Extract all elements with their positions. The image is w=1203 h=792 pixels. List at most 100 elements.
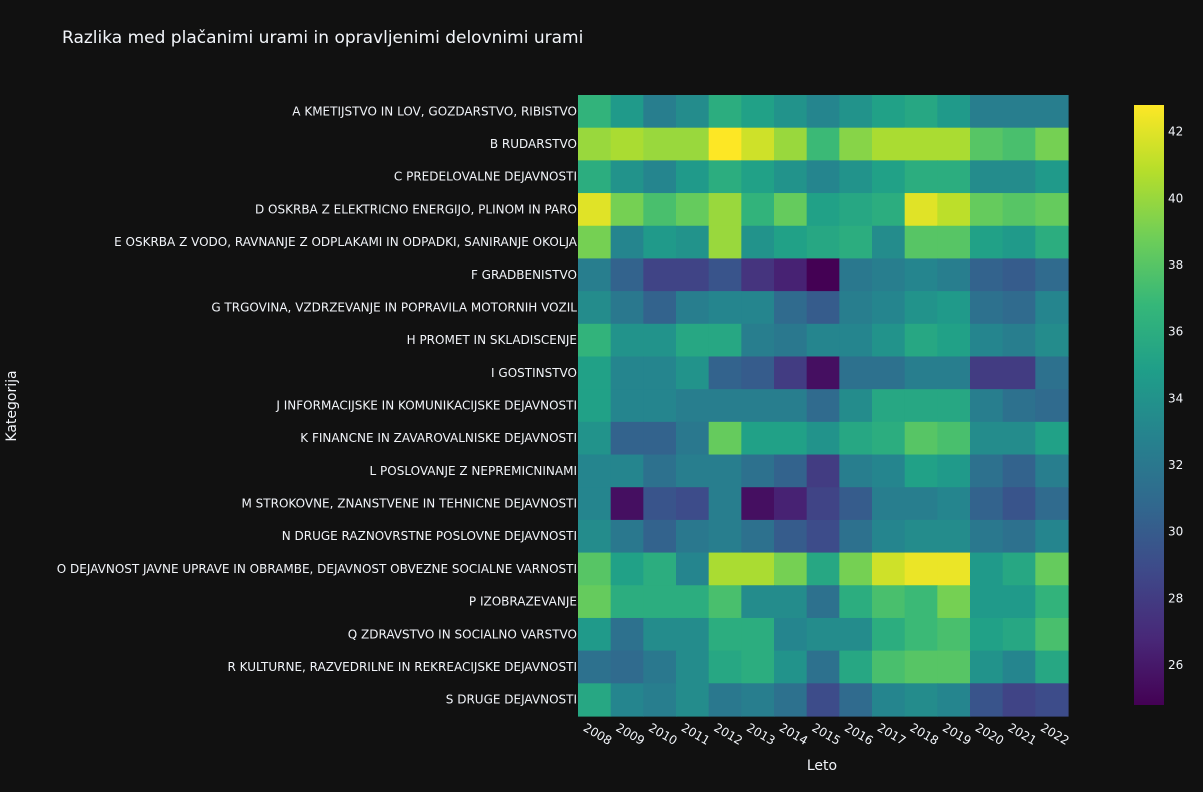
heatmap-cell — [578, 160, 612, 194]
heatmap-cell — [937, 225, 971, 260]
heatmap-cell — [1035, 454, 1069, 488]
heatmap-cell — [904, 650, 938, 684]
heatmap-cell — [839, 617, 873, 652]
heatmap-cell — [1002, 389, 1036, 423]
heatmap-cell — [610, 421, 644, 456]
heatmap-cell — [970, 225, 1004, 260]
heatmap-cell — [1002, 225, 1036, 260]
heatmap-cell — [610, 617, 644, 652]
heatmap-cell — [1035, 585, 1069, 619]
heatmap-cell — [1002, 127, 1036, 161]
heatmap-cell — [839, 225, 873, 260]
heatmap-cell — [643, 323, 677, 358]
heatmap-cell — [1035, 683, 1069, 717]
heatmap-cell — [741, 487, 775, 521]
heatmap-cell — [904, 487, 938, 521]
heatmap-cell — [937, 323, 971, 358]
heatmap-cell — [610, 291, 644, 325]
heatmap-cell — [643, 127, 677, 161]
heatmap-cell — [1035, 650, 1069, 684]
y-tick-label: A KMETIJSTVO IN LOV, GOZDARSTVO, RIBISTV… — [292, 104, 577, 118]
heatmap-cell — [643, 389, 677, 423]
heatmap-cell — [676, 650, 710, 684]
colorbar-tick-label: 40 — [1168, 191, 1183, 205]
heatmap-cell — [839, 650, 873, 684]
heatmap-cell — [643, 454, 677, 488]
heatmap-cell — [806, 323, 840, 358]
heatmap-cell — [904, 160, 938, 194]
heatmap-cell — [741, 95, 775, 129]
colorbar-tick-label: 42 — [1168, 125, 1183, 139]
heatmap-cell — [708, 193, 742, 227]
x-tick-label: 2018 — [908, 720, 941, 747]
heatmap-cell — [904, 127, 938, 161]
heatmap-cell — [708, 389, 742, 423]
heatmap-cell — [774, 225, 808, 260]
heatmap-cell — [610, 487, 644, 521]
heatmap-cell — [676, 421, 710, 456]
heatmap-cell — [774, 585, 808, 619]
heatmap-cell — [708, 552, 742, 586]
heatmap-cell — [676, 356, 710, 390]
heatmap-cell — [708, 487, 742, 521]
x-tick-label: 2008 — [581, 720, 614, 747]
heatmap-cell — [1002, 421, 1036, 456]
heatmap-cell — [610, 519, 644, 554]
heatmap-cell — [676, 454, 710, 488]
heatmap-cell — [806, 552, 840, 586]
heatmap-cells — [578, 95, 1069, 717]
heatmap-cell — [610, 454, 644, 488]
heatmap-cell — [643, 95, 677, 129]
heatmap-cell — [708, 650, 742, 684]
heatmap-cell — [806, 519, 840, 554]
heatmap-cell — [610, 225, 644, 260]
heatmap-cell — [806, 389, 840, 423]
heatmap-cell — [676, 683, 710, 717]
heatmap-cell — [937, 552, 971, 586]
y-tick-label: Q ZDRAVSTVO IN SOCIALNO VARSTVO — [348, 627, 577, 641]
heatmap-cell — [578, 487, 612, 521]
heatmap-cell — [741, 650, 775, 684]
heatmap-cell — [643, 585, 677, 619]
heatmap-cell — [1002, 683, 1036, 717]
heatmap-cell — [839, 95, 873, 129]
heatmap-cell — [937, 454, 971, 488]
heatmap-cell — [643, 617, 677, 652]
heatmap-cell — [806, 225, 840, 260]
heatmap-cell — [708, 95, 742, 129]
heatmap-cell — [741, 552, 775, 586]
heatmap-cell — [610, 193, 644, 227]
heatmap-cell — [937, 487, 971, 521]
heatmap-cell — [741, 421, 775, 456]
heatmap-cell — [937, 127, 971, 161]
heatmap-cell — [970, 650, 1004, 684]
y-tick-label: J INFORMACIJSKE IN KOMUNIKACIJSKE DEJAVN… — [275, 399, 577, 413]
heatmap-cell — [806, 356, 840, 390]
heatmap-cell — [904, 585, 938, 619]
heatmap-cell — [872, 160, 906, 194]
heatmap-cell — [1035, 487, 1069, 521]
colorbar-tick-label: 38 — [1168, 258, 1183, 272]
heatmap-cell — [904, 617, 938, 652]
colorbar-ticks: 26 28 30 32 34 36 38 40 42 — [1168, 125, 1183, 672]
heatmap-cell — [806, 160, 840, 194]
heatmap-cell — [741, 356, 775, 390]
heatmap-cell — [1035, 389, 1069, 423]
y-tick-label: P IZOBRAZEVANJE — [469, 595, 577, 609]
heatmap-cell — [806, 617, 840, 652]
x-tick-label: 2013 — [744, 720, 777, 747]
y-tick-label: G TRGOVINA, VZDRZEVANJE IN POPRAVILA MOT… — [211, 300, 577, 314]
heatmap-cell — [1035, 552, 1069, 586]
heatmap-cell — [708, 356, 742, 390]
heatmap-cell — [1002, 519, 1036, 554]
heatmap-cell — [1002, 258, 1036, 292]
heatmap-cell — [676, 617, 710, 652]
heatmap-cell — [1002, 617, 1036, 652]
heatmap-cell — [839, 487, 873, 521]
heatmap-cell — [872, 585, 906, 619]
heatmap-cell — [970, 585, 1004, 619]
heatmap-cell — [676, 552, 710, 586]
heatmap-cell — [741, 683, 775, 717]
heatmap-cell — [1002, 585, 1036, 619]
